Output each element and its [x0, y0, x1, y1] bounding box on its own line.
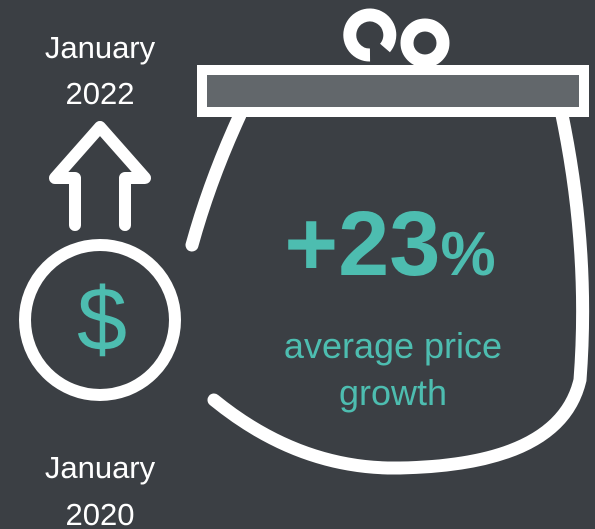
purse-bottom: [207, 108, 590, 475]
end-month: January: [45, 30, 156, 65]
caption-line2: growth: [339, 372, 447, 413]
stat-unit: %: [440, 220, 495, 289]
stat: +23%: [284, 193, 495, 295]
caption-line1: average price: [284, 325, 502, 366]
purse-frame: [197, 65, 589, 117]
purse-left-side: [185, 108, 247, 252]
stat-number: +23: [284, 193, 440, 295]
start-month: January: [45, 450, 156, 485]
end-year: 2022: [66, 76, 135, 111]
up-arrow: [49, 121, 151, 231]
clasp-left: [343, 8, 397, 62]
dollar-sign: $: [77, 270, 127, 370]
clasp-right: [400, 18, 450, 68]
start-year: 2020: [66, 497, 135, 529]
purse-clasp: [343, 8, 450, 68]
purse-body: [185, 108, 590, 475]
coin: [19, 239, 181, 401]
